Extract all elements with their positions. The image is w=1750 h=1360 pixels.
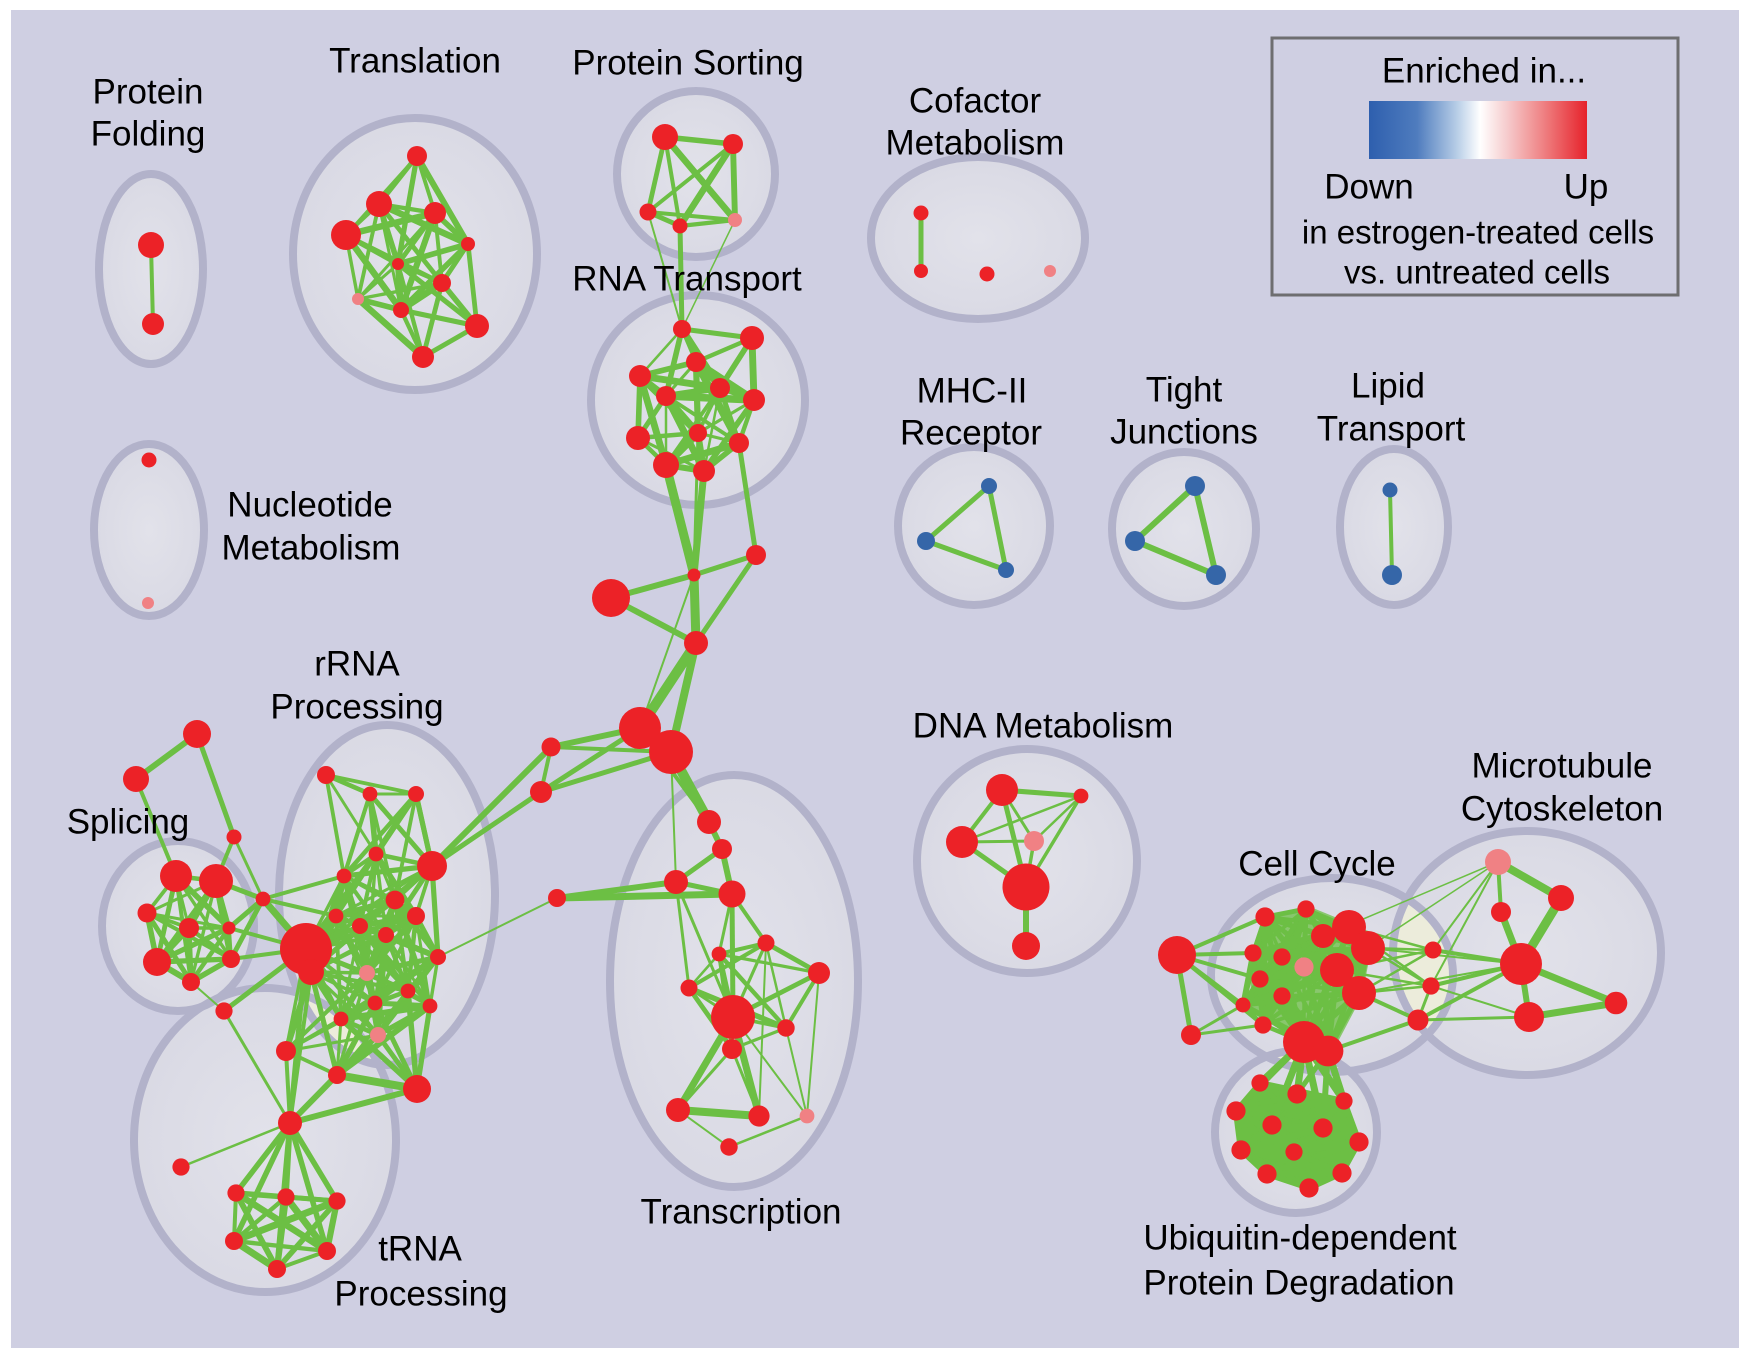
- svg-text:Metabolism: Metabolism: [886, 124, 1065, 163]
- svg-text:Protein: Protein: [93, 73, 204, 112]
- svg-text:Processing: Processing: [270, 688, 443, 727]
- svg-text:Lipid: Lipid: [1351, 367, 1425, 406]
- svg-text:Splicing: Splicing: [67, 803, 190, 842]
- svg-text:Protein Degradation: Protein Degradation: [1143, 1264, 1454, 1303]
- svg-text:Folding: Folding: [91, 115, 206, 154]
- svg-text:Down: Down: [1324, 168, 1413, 207]
- svg-text:Receptor: Receptor: [900, 414, 1042, 453]
- svg-text:Ubiquitin-dependent: Ubiquitin-dependent: [1143, 1219, 1457, 1258]
- svg-text:Cofactor: Cofactor: [909, 82, 1042, 121]
- svg-text:rRNA: rRNA: [314, 645, 400, 684]
- svg-text:DNA Metabolism: DNA Metabolism: [913, 707, 1174, 746]
- svg-text:Cytoskeleton: Cytoskeleton: [1461, 790, 1663, 829]
- svg-text:Tight: Tight: [1146, 371, 1223, 410]
- svg-text:Cell Cycle: Cell Cycle: [1238, 845, 1396, 884]
- svg-text:Microtubule: Microtubule: [1472, 747, 1653, 786]
- svg-text:Junctions: Junctions: [1110, 413, 1258, 452]
- svg-text:vs. untreated cells: vs. untreated cells: [1344, 254, 1610, 291]
- svg-text:Nucleotide: Nucleotide: [227, 486, 392, 525]
- svg-text:Up: Up: [1564, 168, 1609, 207]
- svg-text:in estrogen-treated cells: in estrogen-treated cells: [1302, 214, 1654, 251]
- svg-text:Transcription: Transcription: [641, 1193, 842, 1232]
- svg-text:tRNA: tRNA: [378, 1230, 462, 1269]
- svg-text:Processing: Processing: [334, 1275, 507, 1314]
- svg-text:MHC-II: MHC-II: [917, 372, 1028, 411]
- svg-text:Protein Sorting: Protein Sorting: [572, 44, 804, 83]
- svg-text:Translation: Translation: [329, 42, 501, 81]
- svg-text:Transport: Transport: [1317, 410, 1466, 449]
- svg-text:Metabolism: Metabolism: [222, 529, 401, 568]
- svg-text:RNA Transport: RNA Transport: [572, 260, 802, 299]
- svg-text:Enriched in...: Enriched in...: [1382, 52, 1586, 91]
